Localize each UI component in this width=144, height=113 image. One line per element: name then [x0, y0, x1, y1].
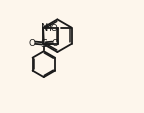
Text: N: N: [41, 23, 48, 33]
Text: O: O: [29, 39, 36, 48]
Text: S: S: [40, 39, 47, 49]
Text: HO: HO: [44, 23, 57, 32]
Text: O: O: [52, 39, 59, 48]
